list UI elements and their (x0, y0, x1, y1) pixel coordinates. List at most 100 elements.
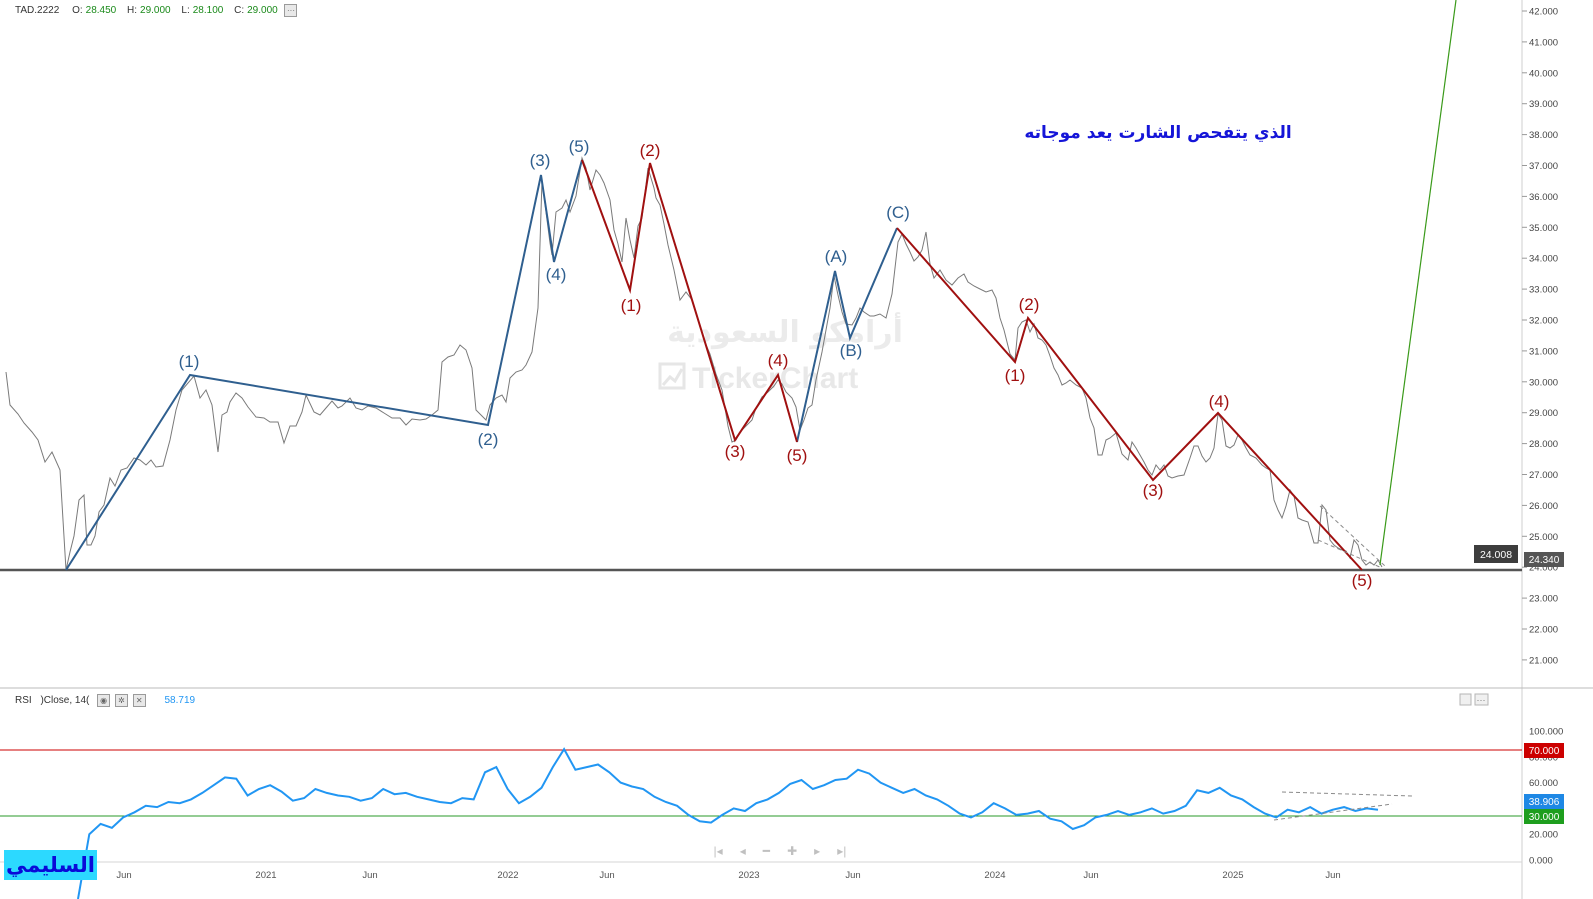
time-axis-label: Jun (599, 870, 614, 881)
time-axis-label: Jun (1325, 870, 1340, 881)
price-axis-label: 23.000 (1529, 594, 1558, 605)
low-label: L: (181, 5, 190, 17)
chart-navigation-bar: |◂ ◂ ━ ✚ ▸ ▸| (705, 843, 855, 859)
wave-label-red-4b: (4) (1209, 392, 1230, 411)
time-axis: Jun 2021 Jun 2022 Jun 2023 Jun 2024 Jun 2025 Jun (116, 870, 1340, 881)
scroll-left-icon[interactable]: ◂ (739, 844, 746, 858)
wave-label-red-2b: (2) (1019, 295, 1040, 314)
wave-label-c: (C) (886, 203, 910, 222)
price-axis-label: 31.000 (1529, 346, 1558, 357)
wave-label-blue-4: (4) (546, 265, 567, 284)
wave-label-red-1b: (1) (1005, 366, 1026, 385)
jump-end-icon[interactable]: ▸| (837, 844, 847, 858)
author-brand-badge: السليمي (4, 850, 97, 880)
wave-label-blue-2: (2) (478, 430, 499, 449)
price-axis-label: 29.000 (1529, 408, 1558, 419)
price-line (5, 156, 1383, 571)
rsi-more-icon[interactable] (1474, 693, 1489, 706)
price-axis-label: 39.000 (1529, 99, 1558, 110)
rsi-triangle-lower (1273, 803, 1393, 821)
price-axis-label: 30.000 (1529, 377, 1558, 388)
time-axis-label: Jun (116, 870, 131, 881)
price-axis-label: 42.000 (1529, 7, 1558, 18)
price-axis-label: 25.000 (1529, 532, 1558, 543)
high-label: H: (127, 5, 138, 17)
ohlc-header: TAD.2222 O: 28.450 H: 29.000 L: 28.100 C: 29… (15, 4, 298, 17)
rsi-tag-oversold: 30.000 (1529, 812, 1560, 823)
rsi-params: )Close, 14( (40, 695, 90, 707)
price-axis-label: 22.000 (1529, 625, 1558, 636)
rsi-axis-label: 60.000 (1529, 778, 1558, 789)
rsi-axis-label: 20.000 (1529, 830, 1558, 841)
wave-label-red-5b: (5) (1352, 571, 1373, 590)
jump-start-icon[interactable]: |◂ (713, 844, 723, 858)
impulse-wave-blue (65, 159, 583, 571)
more-options-icon[interactable]: ··· (284, 4, 298, 17)
rsi-axis-label: 0.000 (1529, 856, 1553, 867)
open-label: O: (72, 5, 83, 17)
rsi-axis-label: 100.000 (1529, 727, 1563, 738)
zoom-in-icon[interactable]: ✚ (787, 844, 798, 858)
zoom-out-icon[interactable]: ━ (762, 844, 771, 858)
rsi-tag-current: 38.906 (1529, 797, 1560, 808)
svg-text:···: ··· (1477, 695, 1486, 705)
price-tag-right: 24.340 (1529, 555, 1560, 566)
price-axis-label: 24.000 (1529, 563, 1558, 574)
settings-gear-icon[interactable]: ✲ (114, 694, 128, 707)
scroll-right-icon[interactable]: ▸ (814, 844, 821, 858)
price-axis: 42.000 41.000 40.000 39.000 38.000 37.000 36.0… (1522, 7, 1558, 666)
price-axis-label: 26.000 (1529, 501, 1558, 512)
rsi-tag-overbought-bg (1524, 743, 1564, 758)
visibility-eye-icon[interactable]: ◉ (97, 694, 111, 707)
time-axis-label: Jun (1083, 870, 1098, 881)
close-value: 29.000 (247, 5, 278, 17)
low-value: 28.100 (192, 5, 224, 17)
wave-label-blue-3: (3) (530, 151, 551, 170)
price-tag-left: 24.008 (1480, 549, 1512, 561)
wave-label-blue-5: (5) (569, 137, 590, 156)
triangle-lower (1317, 539, 1383, 569)
wave-label-red-2: (2) (640, 141, 661, 160)
price-axis-label: 28.000 (1529, 439, 1558, 450)
time-axis-label: 2025 (1222, 870, 1243, 881)
rsi-maximize-icon[interactable] (1459, 693, 1472, 706)
open-value: 28.450 (85, 5, 117, 17)
time-axis-label: Jun (362, 870, 377, 881)
symbol-label: TAD.2222 (15, 5, 60, 17)
wave-label-b: (B) (840, 341, 863, 360)
wave-label-a: (A) (825, 247, 848, 266)
price-axis-label: 34.000 (1529, 254, 1558, 265)
decline-wave-red-1 (581, 159, 798, 443)
price-axis-label: 37.000 (1529, 161, 1558, 172)
price-axis-label: 40.000 (1529, 68, 1558, 79)
high-value: 29.000 (140, 5, 171, 17)
time-axis-label: 2024 (984, 870, 1005, 881)
wave-label-red-3b: (3) (1143, 481, 1164, 500)
price-axis-label: 35.000 (1529, 223, 1558, 234)
price-tag-right-bg (1524, 552, 1564, 567)
price-axis-label: 27.000 (1529, 470, 1558, 481)
wave-label-red-5: (5) (787, 446, 808, 465)
triangle-upper (1319, 505, 1386, 567)
decline-wave-red-2 (896, 227, 1363, 571)
time-axis-label: 2021 (255, 870, 276, 881)
time-axis-label: 2022 (497, 870, 518, 881)
close-label: C: (234, 5, 245, 17)
price-tag-left-bg (1474, 545, 1518, 563)
rsi-tag-oversold-bg (1524, 809, 1564, 824)
rsi-triangle-upper (1281, 791, 1413, 797)
rsi-line (77, 747, 1379, 899)
rsi-label: RSI (15, 695, 32, 707)
price-axis-label: 32.000 (1529, 316, 1558, 327)
time-axis-label: Jun (845, 870, 860, 881)
annotation-text: الذي يتفحص الشارت يعد موجاته (1024, 123, 1291, 143)
rsi-tag-current-bg (1524, 794, 1564, 809)
close-icon[interactable]: ✕ (132, 694, 146, 707)
projection-line-green (1379, 0, 1457, 566)
wave-label-blue-1: (1) (179, 352, 200, 371)
watermark-logo-icon (658, 362, 686, 390)
price-axis-label: 38.000 (1529, 130, 1558, 141)
corrective-wave-blue (796, 227, 898, 443)
time-axis-label: 2023 (738, 870, 759, 881)
